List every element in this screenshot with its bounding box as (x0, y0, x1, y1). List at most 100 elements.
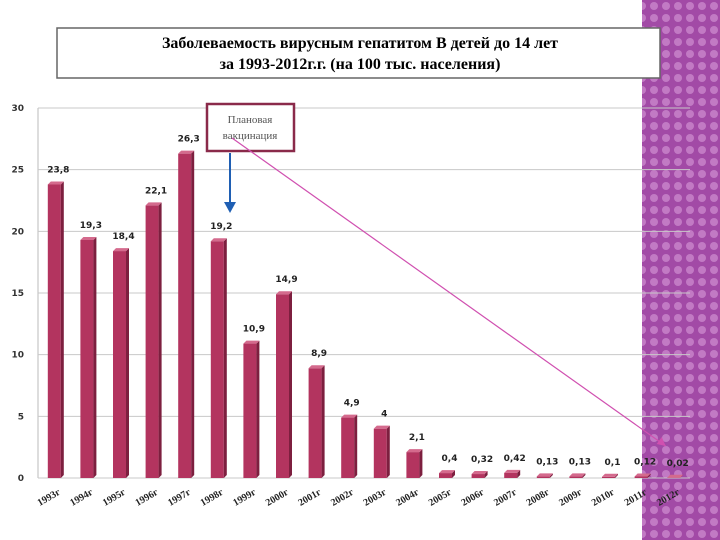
bar-side (256, 340, 260, 478)
y-tick-label: 15 (11, 289, 24, 299)
bar-top (471, 471, 488, 475)
bar-side (386, 425, 390, 478)
x-tick-label: 1997г (166, 487, 193, 509)
value-label: 0,13 (569, 457, 591, 467)
bar-top (145, 202, 162, 206)
x-tick-label: 1995г (101, 487, 128, 509)
bar-side (60, 181, 64, 478)
x-tick-label: 2000г (264, 487, 291, 509)
x-tick-label: 2007г (492, 487, 519, 509)
bar-top (439, 470, 455, 474)
bar-side (484, 471, 488, 478)
bar-side (452, 470, 455, 478)
bar (341, 417, 355, 478)
x-tick-label: 2002г (329, 487, 356, 509)
y-tick-label: 20 (11, 227, 24, 237)
bar-top (47, 181, 64, 185)
bar (471, 474, 485, 478)
annotation: Плановая вакцинация (223, 114, 278, 142)
trend-arrowhead (656, 437, 666, 446)
value-label: 8,9 (311, 349, 327, 359)
bar-top (406, 449, 423, 453)
value-label: 0,42 (504, 454, 526, 464)
bar-side (289, 291, 292, 478)
decor-strip (642, 0, 720, 540)
bar (504, 472, 518, 478)
bar-side (615, 473, 618, 478)
value-label: 19,2 (210, 222, 232, 232)
bar-side (126, 248, 129, 478)
x-tick-label: 1998г (199, 487, 226, 509)
value-label: 23,8 (47, 165, 69, 175)
bar (439, 473, 452, 478)
y-tick-label: 5 (18, 412, 24, 422)
annotation-box (205, 102, 296, 153)
bar-top (276, 291, 292, 295)
value-label: 4 (381, 410, 387, 420)
x-tick-label: 1994г (68, 487, 95, 509)
value-label: 0,12 (634, 458, 656, 468)
bar-side (158, 202, 162, 478)
bar-side (419, 449, 423, 478)
value-label: 0,02 (667, 459, 689, 469)
plot: 0 5 10 15 20 25 30 1993г 23,8 1994г 19,3 1995г 18,4 1… (11, 102, 690, 509)
x-tick-label: 2010г (590, 487, 617, 509)
bar-top (569, 473, 586, 477)
bar-top (373, 425, 390, 429)
bar-top (634, 473, 651, 477)
value-label: 0,1 (605, 458, 621, 468)
x-tick-label: 2005г (427, 487, 454, 509)
bar-side (582, 473, 586, 478)
bar (113, 251, 126, 478)
bar-side (93, 236, 97, 478)
bar (536, 476, 550, 478)
bar (406, 452, 420, 478)
bar (373, 428, 387, 478)
bar (178, 153, 192, 478)
x-tick-label: 2001г (296, 487, 323, 509)
bar (308, 368, 322, 478)
x-tick-label: 2003г (362, 487, 389, 509)
bar-top (308, 365, 325, 369)
y-tick-label: 10 (11, 351, 24, 361)
value-label: 4,9 (344, 399, 360, 409)
bar-top (178, 150, 195, 154)
bar-top (536, 473, 553, 477)
value-label: 10,9 (243, 325, 265, 335)
bar-side (549, 473, 553, 478)
bar-top (210, 238, 227, 242)
bar (243, 343, 257, 478)
x-tick-label: 2004г (394, 487, 421, 509)
bar (276, 294, 289, 478)
trend-line (231, 137, 667, 447)
title-box (56, 27, 661, 79)
y-tick-label: 25 (11, 166, 24, 176)
bar-side (321, 365, 325, 478)
bar-side (647, 473, 651, 478)
x-tick-label: 2009г (557, 487, 584, 509)
bar-side (517, 469, 521, 478)
bar (80, 239, 94, 478)
bar (602, 476, 615, 478)
x-tick-label: 1996г (133, 487, 160, 509)
bar-top (602, 473, 618, 477)
bar-top (113, 248, 129, 252)
chart-title: Заболеваемость вирусным гепатитом В дете… (162, 35, 558, 52)
bar-side (223, 238, 227, 478)
x-tick-label: 1993г (36, 487, 63, 509)
bar-side (680, 474, 684, 478)
value-label: 26,3 (178, 135, 200, 145)
x-tick-label: 1999г (231, 487, 258, 509)
value-label: 14,9 (275, 275, 297, 285)
value-label: 22,1 (145, 186, 167, 196)
bar-top (243, 340, 260, 344)
bar (210, 241, 224, 478)
y-tick-label: 30 (11, 104, 24, 114)
value-label: 18,4 (112, 232, 134, 242)
bar (634, 476, 648, 478)
value-label: 19,3 (80, 221, 102, 231)
value-label: 0,13 (536, 457, 558, 467)
bar (569, 476, 583, 478)
y-tick-label: 0 (18, 474, 24, 484)
